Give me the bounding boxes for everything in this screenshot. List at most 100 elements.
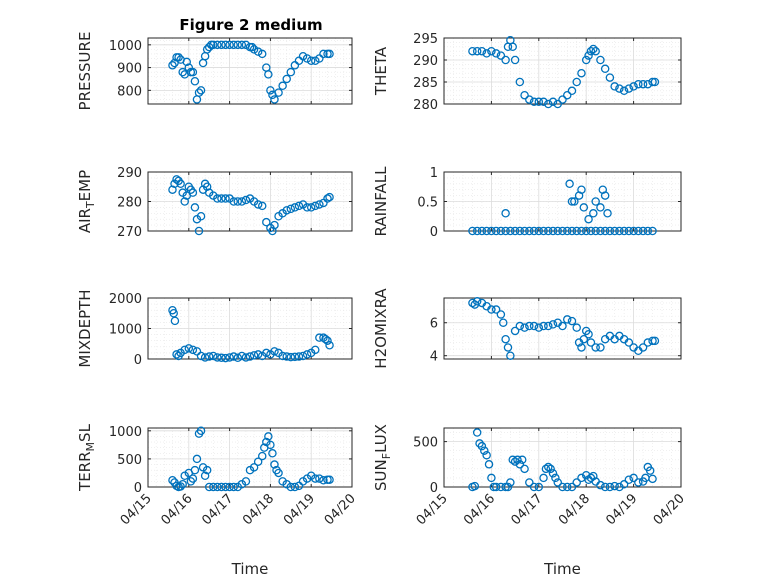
data-point: [233, 40, 243, 50]
y-tick-label: 500: [117, 453, 142, 468]
data-point: [487, 46, 496, 56]
data-point: [482, 450, 491, 460]
data-point: [600, 64, 610, 74]
data-point: [520, 464, 529, 474]
data-point: [221, 482, 230, 492]
data-point: [311, 56, 320, 66]
data-point: [257, 49, 267, 59]
data-point: [619, 86, 629, 96]
data-point: [319, 476, 328, 485]
data-point: [180, 197, 189, 206]
data-point: [634, 226, 643, 236]
x-tick-label: 04/20: [651, 491, 688, 528]
data-point: [484, 460, 494, 469]
data-point: [503, 482, 513, 492]
data-point: [302, 54, 312, 63]
axes-background: [147, 427, 353, 488]
data-point: [209, 482, 218, 492]
data-point: [190, 203, 200, 212]
y-tick-label: 270: [117, 225, 142, 240]
data-point: [491, 482, 501, 492]
data-point: [233, 353, 243, 363]
data-point: [472, 428, 482, 437]
data-point: [245, 352, 255, 361]
data-point: [229, 40, 238, 50]
data-point: [257, 201, 267, 211]
data-point: [266, 86, 275, 95]
data-point: [567, 86, 577, 96]
y-axis-label: PRESSURE: [76, 32, 94, 111]
data-point: [650, 336, 660, 346]
y-tick-label: 1000: [109, 39, 142, 54]
x-axis-label: Time: [231, 560, 269, 578]
data-point: [302, 203, 312, 212]
data-point: [643, 226, 653, 236]
data-point: [225, 40, 234, 50]
data-point: [229, 352, 238, 361]
data-point: [325, 49, 334, 59]
data-point: [586, 338, 596, 347]
data-point: [645, 466, 655, 475]
data-point: [190, 465, 200, 475]
data-point: [286, 67, 296, 77]
x-tick-label: 04/17: [199, 491, 236, 528]
data-point: [513, 455, 522, 465]
data-point: [584, 214, 593, 224]
data-point: [190, 76, 200, 86]
data-point: [541, 464, 551, 474]
y-tick-label: 500: [413, 436, 438, 451]
data-point: [270, 95, 279, 104]
data-point: [610, 226, 619, 236]
data-point: [562, 315, 572, 324]
data-point: [558, 482, 567, 492]
data-point: [510, 326, 520, 336]
data-point: [217, 40, 226, 50]
data-point: [196, 351, 206, 361]
data-point: [168, 61, 177, 70]
x-tick-label: 04/15: [414, 491, 451, 528]
data-point: [605, 226, 615, 236]
y-tick-label: 0: [134, 353, 142, 368]
axes-frame: [443, 297, 682, 360]
data-point: [515, 77, 525, 87]
axes-frame: [443, 427, 682, 488]
data-point: [176, 179, 185, 189]
data-point: [558, 321, 567, 331]
y-tick-label: 900: [117, 62, 142, 77]
data-point: [577, 185, 586, 194]
data-point: [638, 343, 648, 352]
data-point: [529, 97, 539, 107]
data-point: [501, 482, 510, 492]
data-point: [200, 353, 210, 362]
data-point: [168, 185, 177, 194]
data-point: [477, 226, 487, 236]
data-point: [548, 97, 558, 107]
x-tick-label: 04/18: [240, 491, 277, 528]
data-point: [529, 321, 539, 331]
data-point: [482, 49, 491, 58]
data-point: [596, 203, 605, 212]
data-point: [468, 46, 477, 56]
y-axis-label: RAINFALL: [372, 166, 390, 237]
data-point: [503, 343, 513, 352]
data-point: [188, 188, 198, 197]
y-tick-label: 290: [413, 54, 438, 69]
data-point: [188, 67, 198, 77]
data-point: [325, 475, 334, 484]
data-point: [572, 478, 581, 487]
data-point: [501, 334, 510, 344]
data-point: [196, 86, 206, 95]
data-point: [487, 305, 496, 314]
figure-title: Figure 2 medium: [179, 16, 322, 34]
data-point: [529, 482, 539, 492]
y-tick-label: 0: [134, 481, 142, 496]
subplot-sun-flux: 0 500 SUNFLUX 04/15 04/16 04/17 04/18 04/19 04/2…: [372, 424, 688, 578]
data-point: [508, 455, 517, 465]
data-point: [572, 323, 581, 332]
data-point: [548, 469, 558, 478]
data-point: [213, 40, 222, 50]
data-point: [221, 194, 230, 203]
data-point: [229, 197, 238, 206]
data-point: [506, 478, 515, 487]
data-point: [487, 226, 496, 236]
